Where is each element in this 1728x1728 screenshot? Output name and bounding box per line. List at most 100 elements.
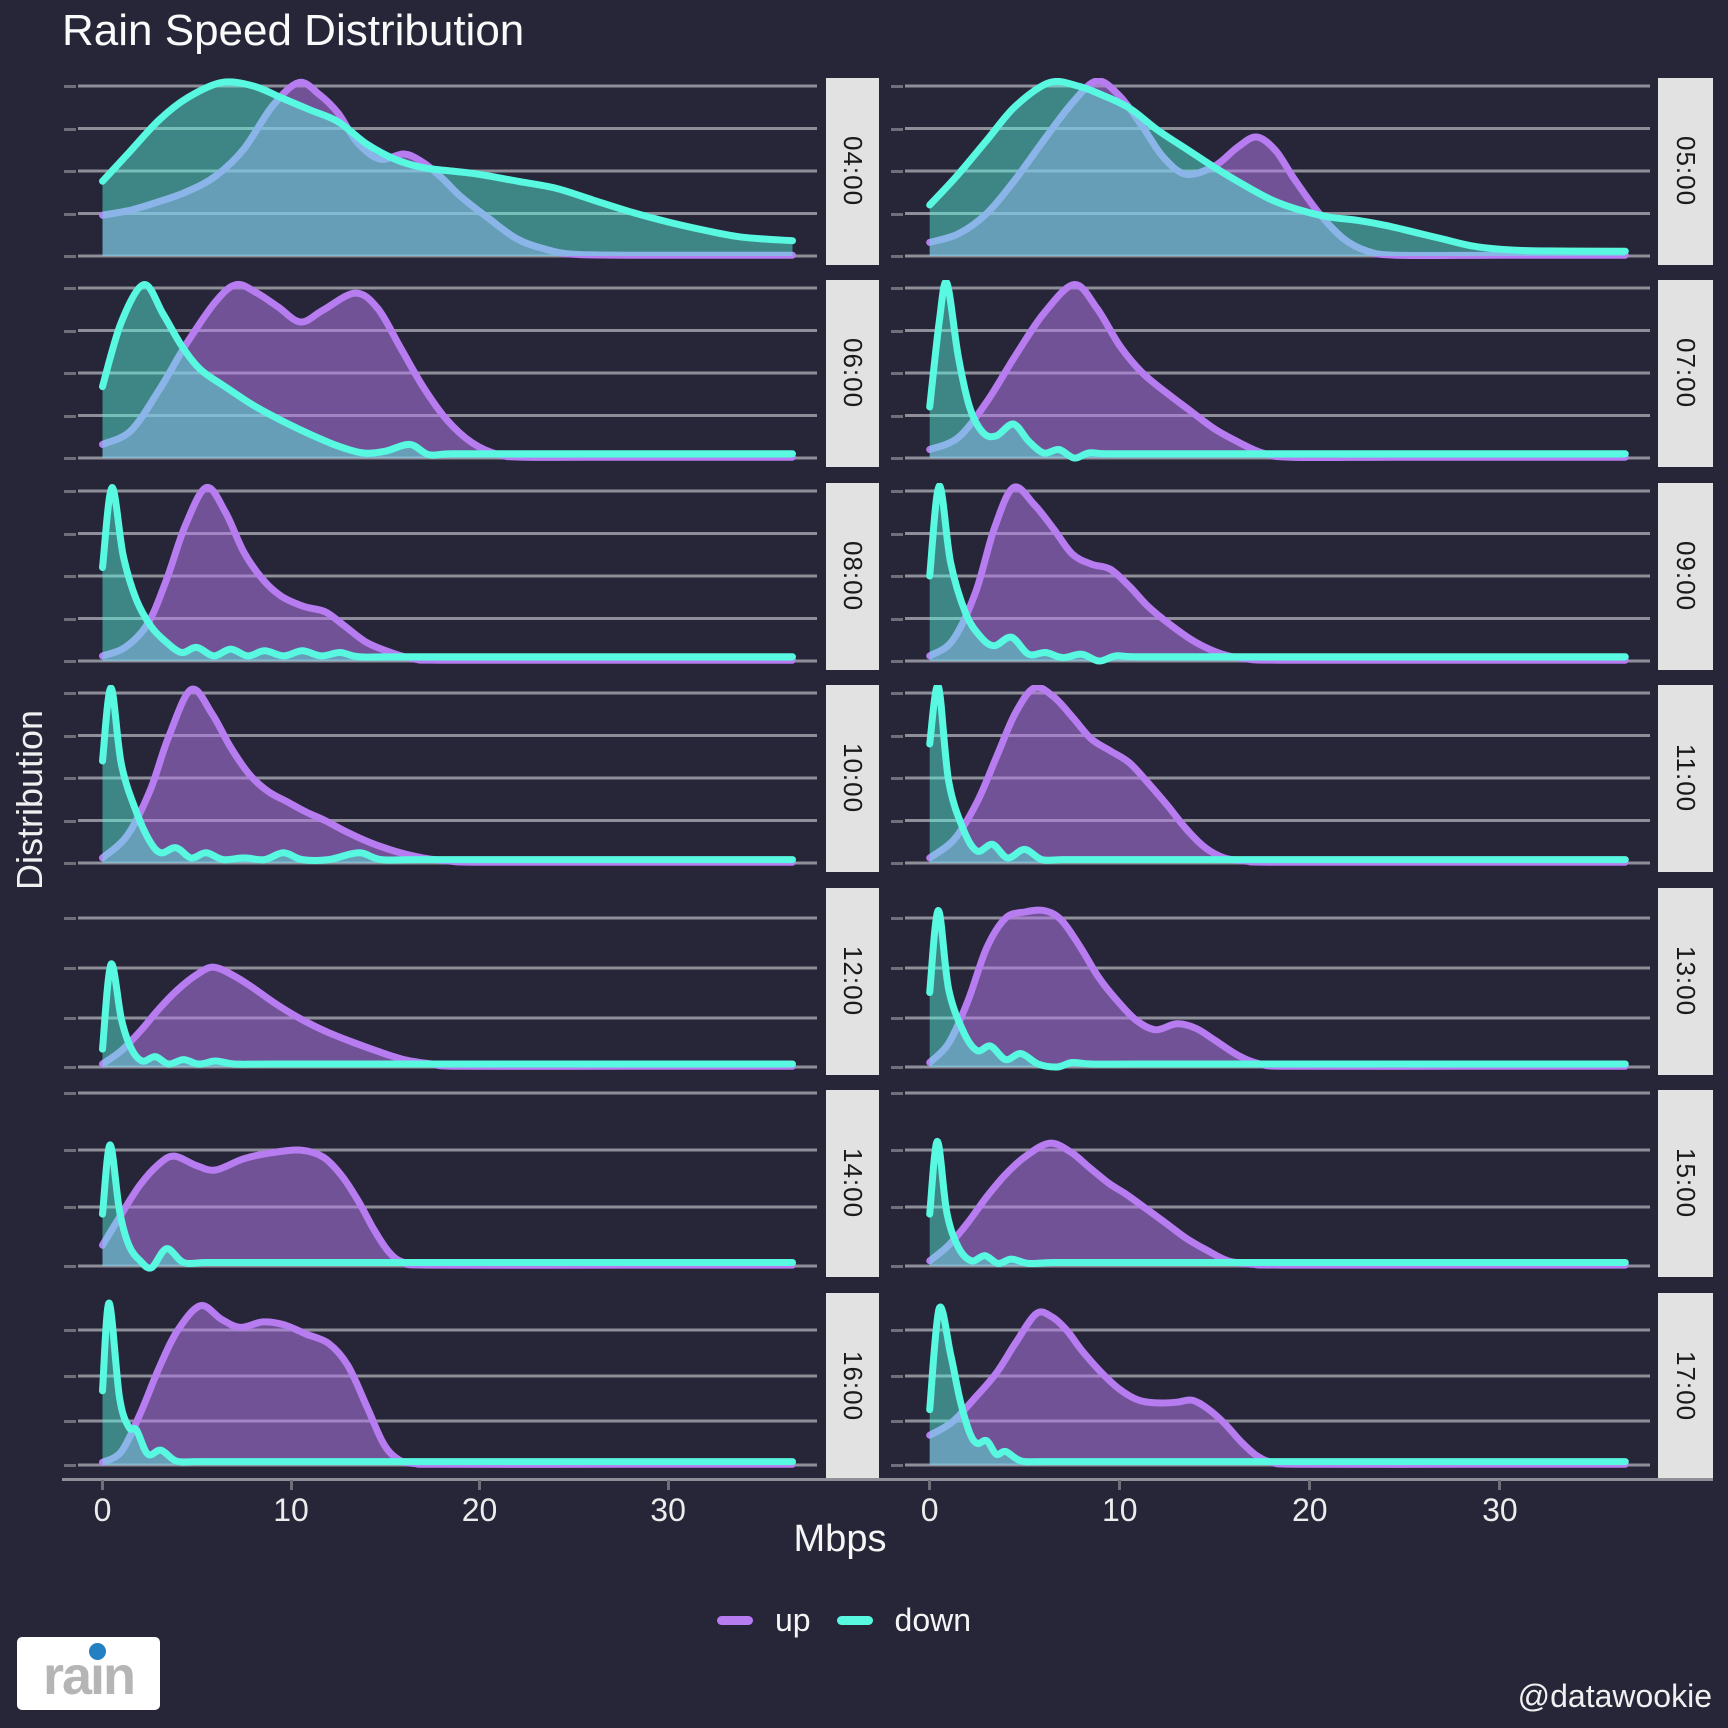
density-line-up-04:00	[99, 78, 796, 259]
density-line-down-04:00	[99, 78, 796, 245]
y-tick	[891, 617, 903, 621]
density-line-down-08:00	[99, 484, 796, 661]
facet-panel-13:00	[905, 906, 1650, 1071]
facet-strip-08:00: 08:00	[826, 483, 879, 670]
y-tick	[64, 212, 76, 216]
density-fill-up-04:00	[102, 82, 793, 256]
y-tick	[891, 1206, 903, 1209]
y-tick	[64, 617, 76, 621]
density-fill-up-07:00	[929, 284, 1626, 458]
y-tick	[891, 1420, 903, 1423]
density-line-down-05:00	[926, 78, 1629, 255]
facet-strip-06:00: 06:00	[826, 280, 879, 467]
facet-panel-15:00	[905, 1091, 1650, 1269]
density-line-down-15:00	[926, 1137, 1629, 1268]
density-fill-up-15:00	[929, 1143, 1626, 1266]
x-tick	[1308, 1480, 1312, 1490]
facet-panel-04:00	[78, 78, 817, 259]
y-tick	[891, 85, 903, 88]
x-tick	[928, 1480, 932, 1490]
density-line-down-14:00	[99, 1141, 796, 1272]
density-line-down-13:00	[926, 906, 1629, 1071]
y-tick	[891, 532, 903, 536]
x-tick-label: 10	[273, 1492, 309, 1528]
y-tick	[64, 777, 76, 780]
x-tick	[478, 1480, 482, 1490]
y-tick	[891, 819, 903, 823]
x-tick-label: 10	[1101, 1492, 1138, 1528]
y-tick	[891, 1149, 903, 1152]
density-line-down-12:00	[99, 960, 796, 1068]
x-tick-label: 30	[1482, 1492, 1518, 1528]
density-line-down-16:00	[99, 1299, 796, 1466]
density-fill-up-16:00	[102, 1305, 793, 1465]
y-tick	[64, 1017, 76, 1020]
facet-strip-07:00: 07:00	[1658, 280, 1713, 467]
y-tick	[64, 1265, 76, 1268]
y-tick	[64, 967, 76, 970]
facet-strip-label: 09:00	[1671, 541, 1701, 612]
facet-strip-05:00: 05:00	[1658, 78, 1713, 265]
y-tick	[64, 692, 76, 695]
y-tick	[64, 819, 76, 823]
density-line-down-09:00	[926, 483, 1629, 665]
y-tick	[64, 255, 76, 258]
y-tick	[891, 329, 903, 333]
facet-strip-label: 10:00	[838, 743, 868, 814]
y-tick	[891, 127, 903, 131]
density-fill-down-07:00	[929, 282, 1626, 459]
y-tick	[891, 372, 903, 375]
watermark: @datawookie	[1517, 1678, 1712, 1714]
facet-panel-16:00	[78, 1299, 817, 1468]
logo-text: raın	[42, 1645, 136, 1706]
facet-strip-label: 17:00	[1671, 1351, 1701, 1422]
density-fill-up-14:00	[102, 1149, 793, 1266]
y-tick	[891, 490, 903, 493]
y-tick	[891, 255, 903, 258]
y-tick	[891, 734, 903, 738]
y-axis-label: Distribution	[9, 709, 50, 891]
x-tick-label: 0	[920, 1492, 939, 1528]
facet-strip-label: 16:00	[838, 1351, 868, 1422]
y-tick	[64, 287, 76, 290]
y-tick	[891, 862, 903, 865]
facet-panel-07:00	[905, 280, 1650, 462]
density-line-up-07:00	[926, 281, 1629, 462]
y-tick	[64, 1420, 76, 1423]
density-line-down-06:00	[99, 281, 796, 459]
x-tick-label: 0	[93, 1492, 112, 1528]
facet-panel-06:00	[78, 280, 817, 461]
y-tick	[64, 1149, 76, 1152]
y-tick	[64, 734, 76, 738]
y-tick	[64, 1464, 76, 1467]
facet-strip-04:00: 04:00	[826, 78, 879, 265]
facet-strip-13:00: 13:00	[1658, 888, 1713, 1075]
y-tick	[64, 490, 76, 493]
y-tick	[891, 1265, 903, 1268]
y-tick	[64, 329, 76, 333]
facet-strip-11:00: 11:00	[1658, 685, 1713, 872]
y-tick	[891, 212, 903, 216]
y-tick	[891, 777, 903, 780]
facet-strip-14:00: 14:00	[826, 1090, 879, 1277]
y-tick	[64, 1375, 76, 1378]
legend-label-up: up	[774, 1602, 811, 1638]
density-fill-down-05:00	[929, 81, 1626, 256]
y-tick	[891, 1066, 903, 1069]
y-tick	[891, 692, 903, 695]
y-tick	[891, 457, 903, 460]
facet-strip-label: 11:00	[1671, 744, 1701, 813]
x-tick-label: 20	[461, 1492, 498, 1528]
y-tick	[891, 287, 903, 290]
facet-panel-10:00	[78, 685, 817, 866]
y-tick	[64, 372, 76, 375]
y-tick	[891, 170, 903, 173]
density-fill-down-06:00	[102, 284, 793, 458]
density-line-down-17:00	[926, 1303, 1629, 1466]
density-fill-up-12:00	[102, 967, 793, 1067]
facet-panel-12:00	[78, 916, 817, 1070]
facet-panel-17:00	[905, 1303, 1650, 1468]
density-fill-up-17:00	[929, 1311, 1626, 1465]
x-tick	[666, 1480, 670, 1490]
y-tick	[891, 917, 903, 920]
